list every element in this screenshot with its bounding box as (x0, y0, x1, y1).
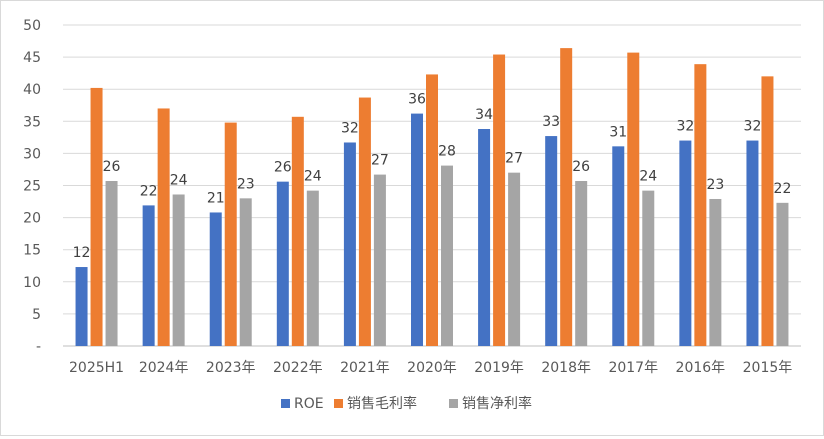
y-tick-label: 5 (32, 307, 41, 323)
data-label: 23 (706, 177, 724, 193)
bar (276, 181, 289, 346)
data-label: 26 (274, 160, 292, 176)
legend-label: 销售净利率 (462, 395, 532, 412)
bar (679, 140, 692, 346)
bar (172, 194, 185, 346)
legend-label: ROE (294, 396, 324, 412)
bar (627, 52, 640, 347)
y-tick-label: 50 (23, 18, 41, 34)
x-tick-label: 2018年 (541, 360, 591, 376)
bar (373, 174, 386, 346)
data-label: 27 (371, 153, 389, 169)
y-tick-label: 35 (23, 114, 41, 130)
bar (358, 97, 371, 347)
y-tick-label: 25 (23, 179, 41, 195)
bar (291, 116, 304, 346)
x-tick-label: 2023年 (206, 360, 256, 376)
bar (157, 108, 170, 347)
bar (612, 146, 625, 346)
legend-swatch (281, 399, 290, 408)
data-label: 33 (542, 114, 560, 130)
bar (776, 202, 789, 346)
y-tick-label: 15 (23, 243, 41, 259)
bar (90, 87, 103, 346)
data-label: 34 (475, 107, 493, 123)
bar (306, 190, 319, 346)
bar (142, 205, 155, 346)
y-axis: - 5 10 15 20 25 30 35 40 45 50 (23, 18, 41, 355)
bar (508, 172, 521, 346)
bar (545, 136, 558, 346)
x-tick-label: 2017年 (608, 360, 658, 376)
legend-swatch (334, 399, 343, 408)
bar (694, 64, 707, 347)
data-label: 23 (237, 176, 255, 192)
x-tick-label: 2019年 (474, 360, 524, 376)
data-label: 22 (774, 181, 792, 197)
data-label: 24 (304, 169, 322, 185)
y-tick-label: 45 (23, 50, 41, 66)
y-tick-label: 30 (23, 146, 41, 162)
y-tick-label: 40 (23, 82, 41, 98)
bar (411, 113, 423, 346)
x-axis: 2025H1 2024年 2023年 2022年 2021年 2020年 2019年 2018… (69, 360, 792, 376)
bar (761, 76, 774, 347)
bar (224, 122, 237, 346)
data-label: 22 (140, 183, 158, 199)
legend-swatch (449, 399, 458, 408)
data-label: 32 (744, 119, 762, 135)
legend: ROE 销售毛利率 销售净利率 (281, 395, 532, 412)
bar (493, 54, 506, 346)
bar (709, 198, 722, 346)
data-label: 26 (103, 159, 121, 175)
bar (746, 140, 759, 346)
x-tick-label: 2025H1 (69, 360, 124, 376)
y-tick-label: - (36, 339, 41, 355)
x-tick-label: 2016年 (676, 360, 726, 376)
bar (642, 190, 655, 346)
data-label: 32 (341, 120, 359, 136)
data-label: 24 (639, 169, 657, 185)
bar (209, 212, 222, 346)
data-label: 28 (438, 144, 456, 160)
y-tick-label: 10 (23, 275, 41, 291)
data-label: 32 (676, 119, 694, 135)
bar (478, 129, 491, 346)
bars (75, 48, 789, 347)
legend-label: 销售毛利率 (347, 395, 417, 412)
data-label: 12 (73, 245, 91, 261)
x-tick-label: 2022年 (273, 360, 323, 376)
data-labels: 12 26 22 24 21 23 26 24 32 27 36 28 34 27 33 26 31 24 32 23… (73, 92, 792, 261)
data-label: 24 (170, 172, 188, 188)
data-label: 27 (505, 151, 523, 167)
data-label: 31 (609, 124, 627, 140)
bar (75, 267, 88, 346)
data-label: 36 (408, 92, 426, 108)
bar (343, 142, 356, 346)
bar (426, 74, 438, 347)
data-label: 21 (207, 190, 225, 206)
bar (575, 181, 588, 346)
data-label: 26 (572, 159, 590, 175)
bar (239, 198, 252, 346)
x-tick-label: 2015年 (743, 360, 793, 376)
x-tick-label: 2020年 (407, 360, 457, 376)
y-tick-label: 20 (23, 211, 41, 227)
bar (560, 48, 573, 346)
bar (105, 181, 118, 346)
x-tick-label: 2024年 (139, 360, 189, 376)
bar (441, 165, 453, 346)
x-tick-label: 2021年 (340, 360, 390, 376)
